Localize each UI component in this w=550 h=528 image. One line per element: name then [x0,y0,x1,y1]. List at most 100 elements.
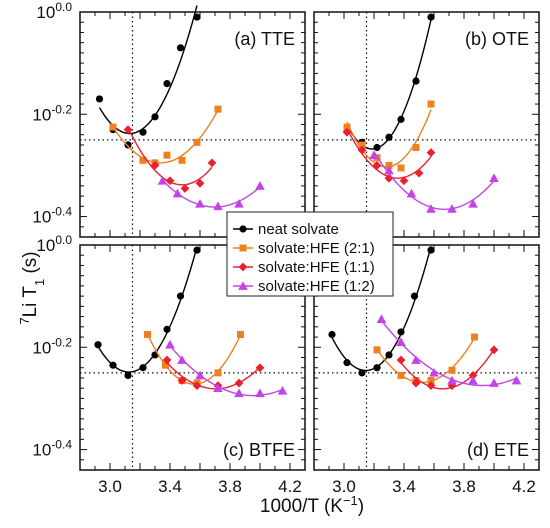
series-2-point [426,148,436,158]
series-2-point [399,176,409,186]
series-3-point [511,375,522,385]
x-axis-title-close: ) [358,496,364,517]
panels: 100.0 10-0.2 10-0.4 (a) TTE (b) OTE 3.0 3.4 3.8… [32,0,540,496]
series-0-point [124,141,132,149]
y-tick-label: 10-0.2 [32,335,72,357]
series-2-curve [400,349,495,390]
series-0-point [176,292,185,300]
panel-label: (a) TTE [234,29,295,49]
series-1-curve [146,333,242,385]
series-2-point [180,184,190,193]
legend-marker [238,262,248,272]
legend-entry-text: neat solvate [258,221,339,238]
x-tick-label: 3.0 [332,477,356,496]
series-0-point [176,44,185,52]
series-2-point [123,125,133,135]
series-0-curve [346,19,432,150]
series-0-point [343,359,351,367]
series-0-point [124,371,132,379]
panel-label: (d) ETE [467,440,529,460]
series-3-point [234,198,244,208]
series-2-point [255,363,265,373]
series-3-point [255,181,265,190]
series-2-point [357,145,367,155]
series-3-point [396,337,406,346]
series-3-point [234,388,244,398]
x-tick-label: 4.2 [278,477,302,496]
series-0-point [163,325,171,333]
series-0-point [151,113,159,121]
legend-entry-text: solvate:HFE (1:1) [258,259,375,276]
series-3-point [165,339,175,349]
series-1-point [358,141,366,149]
series-0-curve [98,5,198,135]
series-2-point [447,381,457,391]
series-1-point [385,161,393,169]
series-3-point [369,150,379,160]
series-0-point [163,79,171,88]
series-1-point [343,123,351,131]
series-2-point [342,127,352,137]
series-1-point [427,377,435,385]
series-1-curve [376,337,476,384]
series-0-point [385,133,393,141]
series-1-point [163,151,171,159]
series-1-point [448,366,456,374]
series-1-point [397,164,405,172]
series-0-point [358,369,366,377]
series-3-point [376,314,387,323]
series-2-point [162,355,172,365]
series-3-point [172,188,183,198]
series-2-point [234,378,244,388]
y-tick-label: 100.0 [36,0,72,22]
series-2-point [384,173,394,183]
series-3-point [277,385,288,395]
series-1-curve [112,109,219,164]
y-tick-label: 10-0.4 [32,438,72,460]
series-2-point [177,376,187,385]
series-1-point [471,333,478,341]
series-3-curve [373,151,495,210]
series-3-point [468,375,478,385]
panel-4: 3.0 3.4 3.8 4.2 (d) ETE [313,244,540,496]
series-1-point [427,100,435,108]
x-axis-title-main: 1000/T (K [260,496,343,517]
series-0-point [328,330,336,339]
series-1-point [193,138,201,146]
series-3-point [213,383,223,393]
series-2-point [468,370,478,380]
series-2-point [414,168,424,178]
series-0-point [193,246,201,254]
series-1-point [412,144,420,152]
y-axis-title: 7Li T1 (s) [17,251,47,324]
series-2-point [192,381,202,391]
x-tick-label: 3.4 [392,477,416,496]
x-axis-title-exponent: −1 [343,493,358,508]
legend-marker [238,281,248,290]
series-2-point [426,381,436,391]
series-2-point [150,161,160,170]
series-0-point [109,361,117,369]
series-1-point [144,330,151,338]
x-axis-title: 1000/T (K−1) [260,493,364,518]
series-3-point [406,188,417,198]
series-1-point [397,371,405,379]
series-3-point [195,198,205,208]
y-tick-label: 10-0.2 [32,102,72,124]
x-tick-label: 3.8 [218,477,242,496]
series-3-point [429,368,439,377]
panel-1: 100.0 10-0.2 10-0.4 (a) TTE [32,0,306,238]
series-2-point [411,378,421,388]
series-0-point [373,364,381,372]
series-2-point [207,158,217,168]
series-3-curve [169,345,283,397]
series-3-point [255,388,265,398]
x-tick-label: 4.2 [512,477,536,496]
series-3-point [447,375,457,385]
series-0-point [139,364,147,372]
series-3-point [447,204,457,213]
legend-entries: neat solvate solvate:HFE (2:1) solvate:HFE… [233,221,375,295]
series-3-point [177,355,187,364]
series-3-point [489,173,499,183]
